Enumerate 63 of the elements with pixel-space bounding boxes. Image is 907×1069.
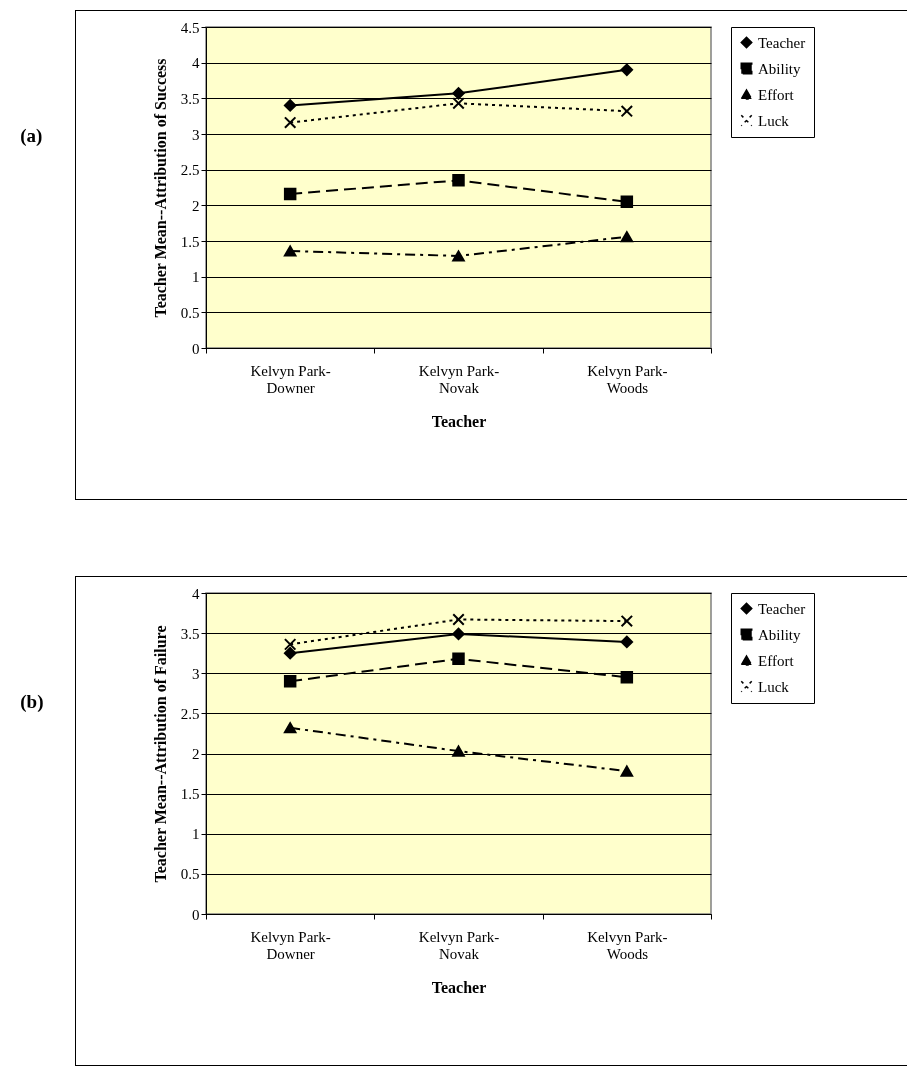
y-tick-label: 1 [192, 826, 200, 843]
text: (b) [20, 691, 44, 713]
x-tick-label: Kelvyn Park-Novak [418, 928, 500, 962]
x-tick-label: Kelvyn Park-Woods [587, 928, 668, 962]
point [452, 627, 465, 641]
point [620, 635, 634, 649]
y-tick-label: 2 [192, 197, 200, 214]
y-tick-label: 0.5 [180, 866, 200, 883]
point [283, 187, 297, 201]
point [283, 675, 297, 688]
point [620, 614, 634, 628]
y-tick-label: 3.5 [180, 90, 200, 107]
legend-label: Effort [758, 652, 795, 669]
point [620, 195, 634, 209]
y-tick-label: 0 [192, 340, 200, 357]
y-tick-label: 3 [192, 126, 200, 143]
legend-label: Teacher [758, 600, 806, 617]
point [452, 97, 465, 110]
point [283, 245, 297, 257]
point [283, 638, 297, 651]
legend-label: Luck [758, 112, 790, 129]
y-tick-label: 3 [192, 665, 200, 682]
x-axis-title: Teacher [431, 412, 487, 430]
legend-label: Effort [758, 86, 795, 103]
y-tick-label: 4 [192, 585, 200, 602]
legend-label: Teacher [758, 34, 806, 51]
point [452, 745, 465, 757]
y-tick-label: 0 [192, 906, 200, 923]
y-tick-label: 2.5 [180, 705, 200, 722]
point [283, 116, 297, 129]
point [620, 231, 634, 243]
point [452, 613, 465, 626]
point [452, 652, 465, 666]
point [283, 722, 297, 734]
y-axis-title: Teacher Mean--Attribution of Success [151, 58, 169, 318]
point [620, 671, 634, 684]
y-tick-label: 1.5 [180, 233, 200, 250]
point [620, 765, 634, 777]
y-tick-label: 1 [192, 269, 200, 286]
x-tick-label: Kelvyn Park-Downer [250, 928, 331, 962]
y-tick-label: 4.5 [180, 19, 200, 36]
point [452, 87, 465, 100]
point [620, 63, 634, 77]
y-tick-label: 0.5 [180, 304, 200, 321]
point [283, 99, 297, 112]
point [620, 104, 634, 118]
y-tick-label: 1.5 [180, 786, 200, 803]
x-tick-label: Kelvyn Park-Downer [250, 362, 331, 396]
y-tick-label: 3.5 [180, 625, 200, 642]
point [452, 174, 465, 187]
y-axis-title: Teacher Mean--Attribution of Failure [151, 625, 169, 883]
point [452, 250, 465, 262]
y-tick-label: 4 [192, 55, 200, 72]
point [283, 646, 297, 660]
x-tick-label: Kelvyn Park-Woods [587, 362, 668, 396]
y-tick-label: 2 [192, 746, 200, 762]
x-axis-title: Teacher [431, 978, 487, 996]
legend-label: Ability [758, 60, 801, 77]
legend-label: Ability [758, 626, 801, 643]
legend-label: Luck [758, 678, 790, 695]
y-tick-label: 2.5 [180, 162, 200, 179]
x-tick-label: Kelvyn Park-Novak [418, 362, 500, 396]
text: (a) [20, 125, 43, 147]
